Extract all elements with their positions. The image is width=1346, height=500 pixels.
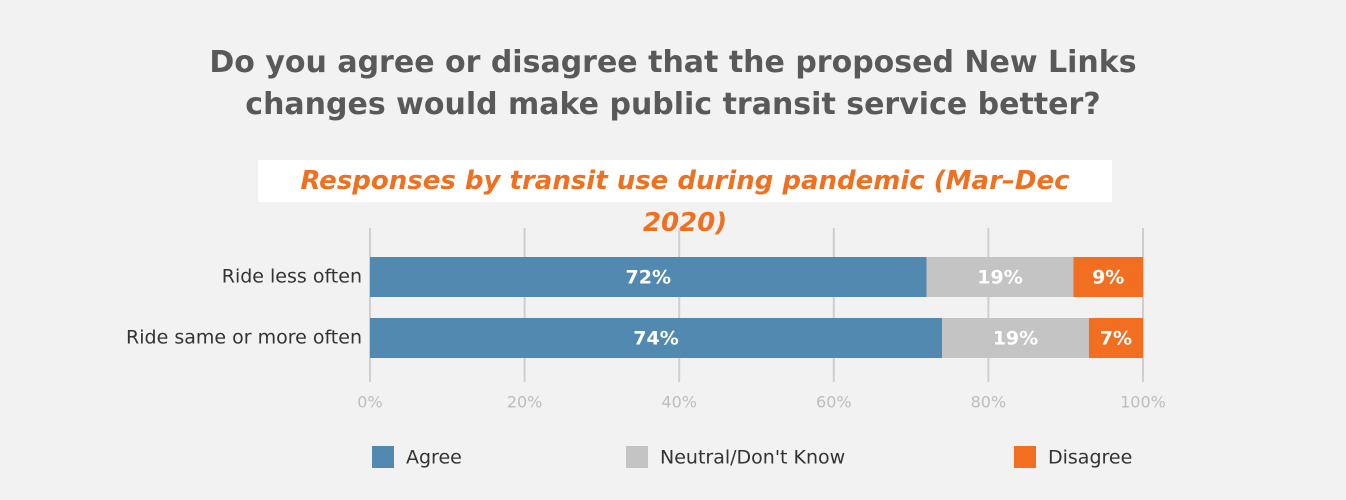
legend-swatch <box>1014 446 1036 468</box>
value-label: 74% <box>633 328 678 350</box>
legend-swatch <box>626 446 648 468</box>
bar-segment <box>942 318 1089 358</box>
x-tick-label: 40% <box>661 393 697 412</box>
value-label: 19% <box>993 328 1038 350</box>
value-label: 72% <box>626 267 671 289</box>
bar-segment <box>370 318 943 358</box>
chart-title: Do you agree or disagree that the propos… <box>209 45 1137 122</box>
bar-segment <box>1073 257 1143 297</box>
chart-subtitle: Responses by transit use during pandemic… <box>258 160 1112 238</box>
y-tick-label: Ride same or more often <box>126 327 362 349</box>
x-tick-label: 80% <box>971 393 1007 412</box>
x-tick-label: 100% <box>1120 393 1166 412</box>
value-label: 19% <box>977 267 1022 289</box>
value-label: 9% <box>1092 267 1124 289</box>
legend-label: Agree <box>406 447 462 469</box>
bar-segment <box>370 257 927 297</box>
legend-label: Disagree <box>1048 447 1132 469</box>
x-tick-label: 0% <box>357 393 382 412</box>
y-tick-label: Ride less often <box>222 266 362 288</box>
legend-label: Neutral/Don't Know <box>660 447 845 469</box>
bar-segment <box>1088 318 1143 358</box>
bar-segment <box>926 257 1074 297</box>
legend-swatch <box>372 446 394 468</box>
value-label: 7% <box>1100 328 1132 350</box>
x-tick-label: 20% <box>507 393 543 412</box>
x-tick-label: 60% <box>816 393 852 412</box>
